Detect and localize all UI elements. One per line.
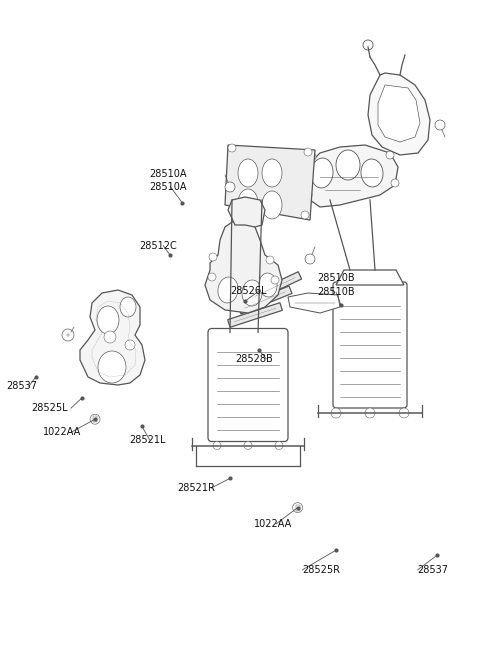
FancyBboxPatch shape	[208, 329, 288, 441]
Circle shape	[208, 273, 216, 281]
Text: 28537: 28537	[418, 565, 449, 575]
Circle shape	[386, 151, 394, 159]
Ellipse shape	[238, 159, 258, 187]
Circle shape	[308, 153, 316, 161]
Ellipse shape	[97, 306, 119, 334]
Text: 1022AA: 1022AA	[43, 427, 82, 438]
Circle shape	[62, 329, 74, 341]
Circle shape	[225, 182, 235, 192]
Circle shape	[363, 40, 373, 50]
Circle shape	[90, 414, 100, 424]
Text: 28528B: 28528B	[235, 354, 273, 364]
Circle shape	[104, 331, 116, 343]
Ellipse shape	[120, 297, 136, 317]
Circle shape	[244, 441, 252, 449]
Circle shape	[305, 254, 315, 264]
Circle shape	[229, 206, 237, 214]
Circle shape	[228, 144, 236, 152]
Polygon shape	[80, 290, 145, 385]
Text: 28510B: 28510B	[317, 287, 354, 297]
Text: 28525L: 28525L	[31, 403, 68, 413]
FancyBboxPatch shape	[333, 282, 407, 408]
Text: 28510A: 28510A	[149, 181, 186, 192]
Polygon shape	[205, 220, 282, 313]
Circle shape	[209, 253, 217, 261]
Text: 28537: 28537	[6, 381, 37, 392]
Ellipse shape	[336, 150, 360, 180]
Polygon shape	[228, 197, 265, 227]
Circle shape	[391, 179, 399, 187]
Circle shape	[293, 502, 302, 513]
Text: 28521R: 28521R	[178, 483, 216, 493]
Text: 28525R: 28525R	[302, 565, 340, 575]
Polygon shape	[225, 145, 315, 220]
Circle shape	[365, 408, 375, 418]
Polygon shape	[378, 85, 420, 142]
Text: 1022AA: 1022AA	[254, 519, 293, 529]
Text: 28521L: 28521L	[130, 435, 166, 445]
Circle shape	[301, 211, 309, 219]
Circle shape	[275, 441, 283, 449]
Circle shape	[213, 441, 221, 449]
Polygon shape	[288, 293, 340, 313]
Text: 28512C: 28512C	[139, 240, 177, 251]
Ellipse shape	[238, 189, 258, 217]
Text: 28510B: 28510B	[317, 273, 354, 284]
Circle shape	[304, 148, 312, 156]
Circle shape	[331, 408, 341, 418]
Text: 28510A: 28510A	[149, 168, 186, 179]
Circle shape	[271, 276, 279, 284]
Ellipse shape	[218, 277, 238, 303]
Ellipse shape	[361, 159, 383, 187]
Circle shape	[304, 191, 312, 199]
Polygon shape	[248, 272, 301, 302]
Polygon shape	[228, 303, 282, 328]
Ellipse shape	[262, 159, 282, 187]
Polygon shape	[368, 73, 430, 155]
Circle shape	[435, 120, 445, 130]
Ellipse shape	[311, 158, 333, 188]
Circle shape	[266, 256, 274, 264]
Ellipse shape	[259, 273, 277, 297]
Polygon shape	[305, 145, 398, 207]
Polygon shape	[238, 286, 292, 314]
Ellipse shape	[242, 280, 262, 306]
Ellipse shape	[98, 351, 126, 383]
Polygon shape	[336, 270, 404, 285]
Ellipse shape	[262, 191, 282, 219]
Circle shape	[399, 408, 409, 418]
Text: 28526L: 28526L	[230, 286, 267, 296]
Circle shape	[125, 340, 135, 350]
